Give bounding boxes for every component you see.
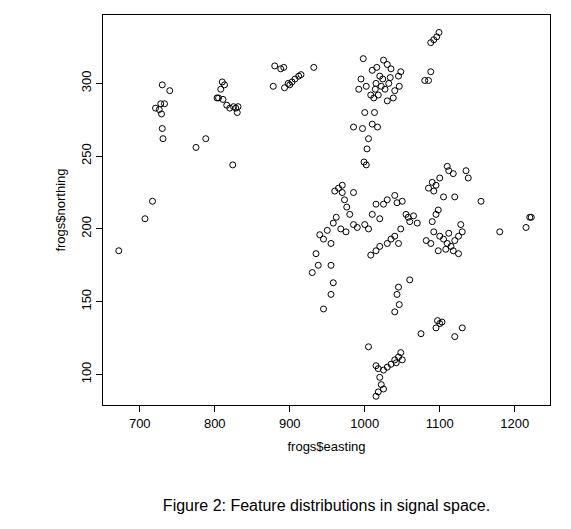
svg-text:300: 300 — [79, 71, 94, 93]
svg-text:100: 100 — [79, 362, 94, 384]
svg-text:frogs$easting: frogs$easting — [287, 439, 365, 454]
svg-text:900: 900 — [279, 416, 301, 431]
svg-text:frogs$northing: frogs$northing — [53, 168, 68, 251]
svg-text:1000: 1000 — [350, 416, 379, 431]
svg-text:1200: 1200 — [500, 416, 529, 431]
svg-text:800: 800 — [204, 416, 226, 431]
svg-text:Figure 2: Feature distribution: Figure 2: Feature distributions in signa… — [163, 497, 490, 514]
svg-text:250: 250 — [79, 143, 94, 165]
svg-text:1100: 1100 — [426, 416, 454, 431]
svg-text:150: 150 — [79, 289, 94, 311]
svg-text:200: 200 — [79, 216, 94, 238]
svg-text:700: 700 — [129, 416, 151, 431]
